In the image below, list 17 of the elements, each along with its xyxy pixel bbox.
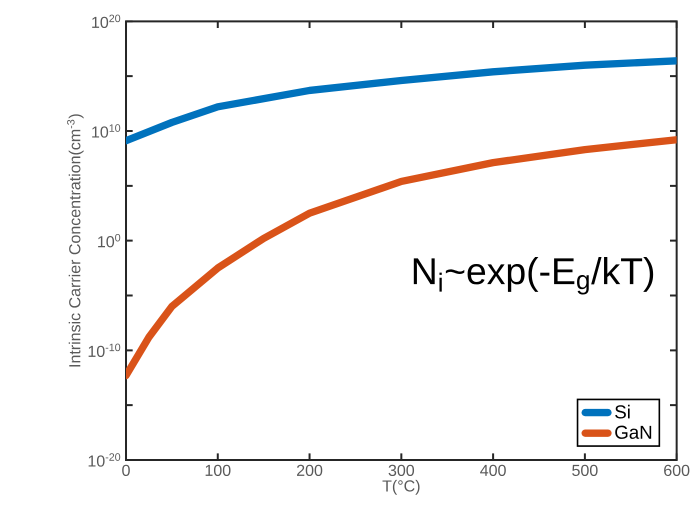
x-axis-title: T(°C) xyxy=(382,480,420,495)
y-tick-label: 10$^{10}$ xyxy=(92,124,120,138)
y-tick-label: 10$^{0}$ xyxy=(98,234,120,248)
y-tick-label: 10$^{-20}$ xyxy=(88,453,120,467)
y-axis-title: Intrinsic Carrier Concentration(cm$^{-3}$) xyxy=(67,114,84,366)
legend-label: GaN xyxy=(615,426,652,439)
y-tick-label: 10$^{20}$ xyxy=(92,14,120,28)
x-tick-label: 600 xyxy=(664,464,690,476)
x-tick-label: 200 xyxy=(297,464,322,476)
x-tick-label: 300 xyxy=(388,464,414,476)
y-tick-label: 10$^{-10}$ xyxy=(88,344,120,358)
x-tick-label: 400 xyxy=(480,464,506,476)
x-tick-label: 0 xyxy=(122,464,130,476)
x-tick-label: 100 xyxy=(206,464,231,476)
x-tick-label: 500 xyxy=(572,464,598,476)
annotation: N$_{i}$~exp(-E$_{g}$/kT) xyxy=(414,257,654,294)
legend-label: Si xyxy=(615,404,630,419)
